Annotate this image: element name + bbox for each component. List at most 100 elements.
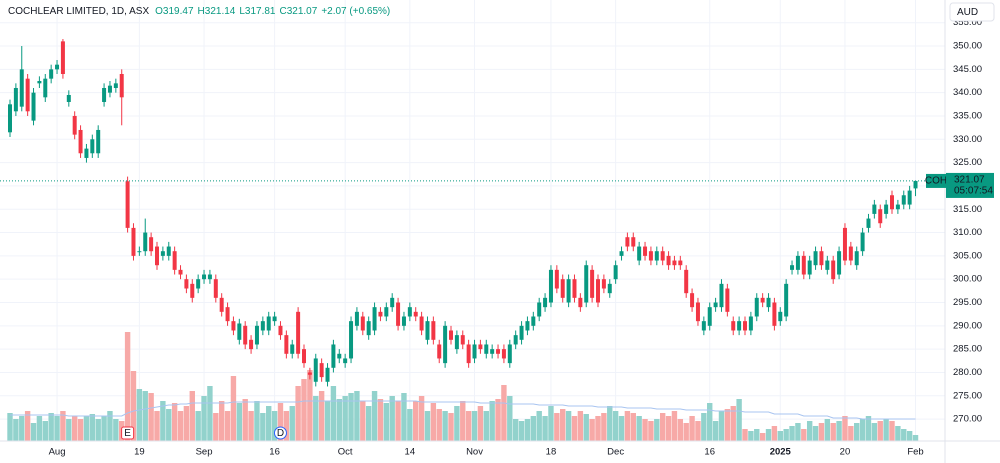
volume-bar xyxy=(754,429,760,441)
volume-bar xyxy=(718,411,725,441)
x-tick-label: 20 xyxy=(840,447,851,458)
volume-bar xyxy=(95,419,101,441)
candle-body xyxy=(519,325,524,340)
volume-bar xyxy=(136,389,143,441)
currency-button[interactable] xyxy=(949,2,995,22)
volume-bar xyxy=(524,419,531,441)
ohlc-close: C321.07 xyxy=(280,6,318,17)
volume-bar xyxy=(460,401,466,441)
candle-body xyxy=(296,311,301,354)
y-tick-label: 275.00 xyxy=(953,390,982,401)
candle-body xyxy=(866,218,871,228)
volume-bar xyxy=(183,406,190,441)
candle-body xyxy=(178,269,183,275)
volume-bar xyxy=(624,411,631,441)
event-label[interactable]: E xyxy=(124,428,131,439)
volume-bar xyxy=(601,413,607,441)
volume-bar xyxy=(213,413,219,441)
candle-body xyxy=(507,344,512,364)
candle-body xyxy=(554,269,559,289)
volume-bar xyxy=(365,406,372,441)
y-tick-label: 335.00 xyxy=(953,110,982,121)
volume-bar xyxy=(630,413,636,441)
volume-bar xyxy=(906,431,913,441)
candle-body xyxy=(66,94,71,102)
volume-bar xyxy=(189,391,195,441)
event-marker[interactable] xyxy=(121,426,135,440)
volume-bar xyxy=(354,391,360,441)
candle-body xyxy=(225,307,230,322)
event-label[interactable]: D xyxy=(277,428,284,439)
volume-bar xyxy=(695,421,701,441)
candle-body xyxy=(284,335,289,354)
volume-bar xyxy=(707,403,713,441)
y-tick-label: 295.00 xyxy=(953,297,982,308)
candle-body xyxy=(237,323,242,340)
currency-label[interactable]: AUD xyxy=(957,7,978,18)
candle-body xyxy=(784,283,789,317)
candle-body xyxy=(55,64,60,70)
volume-bar xyxy=(342,396,348,441)
volume-bar xyxy=(101,416,107,441)
volume-bar xyxy=(348,393,354,441)
candle-body xyxy=(437,344,442,359)
candle-body xyxy=(772,302,777,326)
candle-body xyxy=(43,78,48,98)
candle-body xyxy=(8,104,12,133)
candle-body xyxy=(496,349,501,354)
volume-bar xyxy=(430,403,437,441)
volume-bar xyxy=(477,406,484,441)
candle-body xyxy=(795,255,800,270)
candle-body xyxy=(160,251,165,256)
volume-bar xyxy=(89,414,96,441)
volume-bar xyxy=(512,419,519,441)
volume-bar xyxy=(789,426,795,441)
volume-bar xyxy=(218,401,225,441)
volume-bar xyxy=(407,409,413,441)
candle-body xyxy=(31,92,36,121)
candle-body xyxy=(531,316,536,326)
candle-body xyxy=(354,311,359,326)
candle-body xyxy=(37,81,42,84)
ohlc-open: O319.47 xyxy=(155,6,194,17)
candle-body xyxy=(525,321,530,331)
candle-body xyxy=(231,321,236,331)
candle-body xyxy=(901,195,906,205)
event-marker[interactable] xyxy=(273,426,287,440)
volume-bar xyxy=(842,416,848,441)
volume-bar xyxy=(277,403,284,441)
y-tick-label: 350.00 xyxy=(953,41,982,52)
candle-body xyxy=(454,335,459,350)
volume-bar xyxy=(742,429,748,441)
volume-bar xyxy=(818,423,825,441)
volume-bar xyxy=(895,426,901,441)
candle-body xyxy=(443,325,448,364)
candle-body xyxy=(213,279,218,298)
x-tick-label: 16 xyxy=(269,447,280,458)
volume-bar xyxy=(7,413,13,441)
candle-body xyxy=(807,260,812,275)
candle-body xyxy=(155,246,159,266)
volume-bar xyxy=(371,391,378,441)
candle-body xyxy=(831,260,836,280)
volume-bar xyxy=(901,429,907,441)
volume-bar xyxy=(318,391,325,441)
ohlc-high: H321.14 xyxy=(198,6,236,17)
y-tick-label: 325.00 xyxy=(953,157,982,168)
y-tick-label: 285.00 xyxy=(953,344,982,355)
candle-body xyxy=(754,297,759,317)
x-tick-label: 18 xyxy=(546,447,557,458)
candle-body xyxy=(325,367,330,382)
volume-bar xyxy=(260,413,266,441)
volume-bar xyxy=(530,416,537,441)
volume-ma-line xyxy=(10,400,916,420)
volume-bar xyxy=(595,416,601,441)
candle-body xyxy=(625,237,630,247)
volume-bar xyxy=(689,416,695,441)
volume-bar xyxy=(336,399,342,441)
x-tick-label: Oct xyxy=(338,447,353,458)
volume-bar xyxy=(795,423,801,441)
volume-bar xyxy=(266,406,272,441)
countdown-label: 05:07:54 xyxy=(954,186,993,197)
volume-bar xyxy=(148,393,154,441)
